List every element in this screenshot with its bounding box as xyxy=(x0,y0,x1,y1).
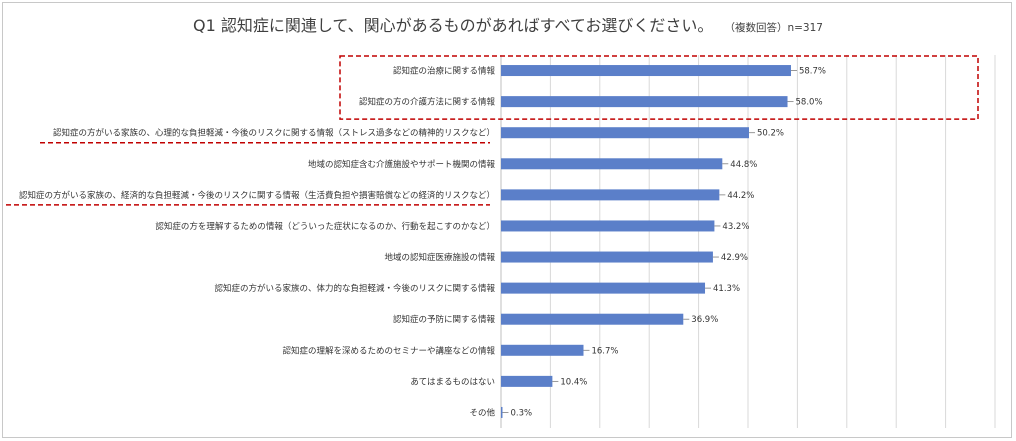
category-label: 認知症の治療に関する情報 xyxy=(393,66,496,77)
category-label: あてはまるものはない xyxy=(410,377,495,387)
data-label: 36.9% xyxy=(691,315,718,325)
chart-title: Q1 認知症に関連して、関心があるものがあればすべてお選びください。 xyxy=(193,16,714,35)
bar xyxy=(501,158,723,170)
data-label: 16.7% xyxy=(591,346,618,356)
bar xyxy=(501,282,706,294)
data-label: 42.9% xyxy=(721,253,748,263)
category-label: 認知症の方がいる家族の、心理的な負担軽減・今後のリスクに関する情報（ストレス過多… xyxy=(53,128,495,139)
category-label: 地域の認知症医療施設の情報 xyxy=(384,252,495,263)
highlight-box xyxy=(339,55,979,120)
data-label: 58.0% xyxy=(796,98,823,108)
data-label: 43.2% xyxy=(722,222,749,232)
data-label: 50.2% xyxy=(757,129,784,139)
data-label: 41.3% xyxy=(713,284,740,294)
category-label: 認知症の予防に関する情報 xyxy=(393,314,496,325)
category-label: 認知症の方の介護方法に関する情報 xyxy=(359,97,496,108)
category-label: 認知症の方を理解するための情報（どういった症状になるのか、行動を起こすのかなど） xyxy=(155,221,495,232)
bar xyxy=(501,406,503,418)
data-label: 0.3% xyxy=(510,408,532,418)
category-label: 認知症の方がいる家族の、体力的な負担軽減・今後のリスクに関する情報 xyxy=(214,283,495,294)
bar-layer: 認知症の治療に関する情報 58.7% 認知症の方の介護方法に関する情報 58.0% 認知… xyxy=(19,65,826,418)
data-label: 58.7% xyxy=(799,67,826,77)
category-label: 地域の認知症含む介護施設やサポート機関の情報 xyxy=(308,159,496,170)
bar xyxy=(501,220,715,232)
bar xyxy=(501,65,791,77)
bar xyxy=(501,96,788,108)
bar xyxy=(501,189,720,201)
grid-layer xyxy=(500,55,996,428)
chart-subtitle: （複数回答）n=317 xyxy=(724,22,823,34)
bar xyxy=(501,251,713,263)
data-label: 10.4% xyxy=(560,377,587,387)
category-label: 認知症の理解を深めるためのセミナーや講座などの情報 xyxy=(282,345,495,356)
bar xyxy=(501,375,553,387)
data-label: 44.2% xyxy=(727,191,754,201)
bar xyxy=(501,313,684,325)
highlight-layer xyxy=(6,55,979,206)
bar xyxy=(501,127,749,139)
category-label: 認知症の方がいる家族の、経済的な負担軽減・今後のリスクに関する情報（生活費負担や… xyxy=(19,190,495,201)
category-label: その他 xyxy=(469,407,495,418)
chart-title-block: Q1 認知症に関連して、関心があるものがあればすべてお選びください。 （複数回答… xyxy=(0,12,1016,36)
bar xyxy=(501,344,584,356)
data-label: 44.8% xyxy=(730,160,757,170)
